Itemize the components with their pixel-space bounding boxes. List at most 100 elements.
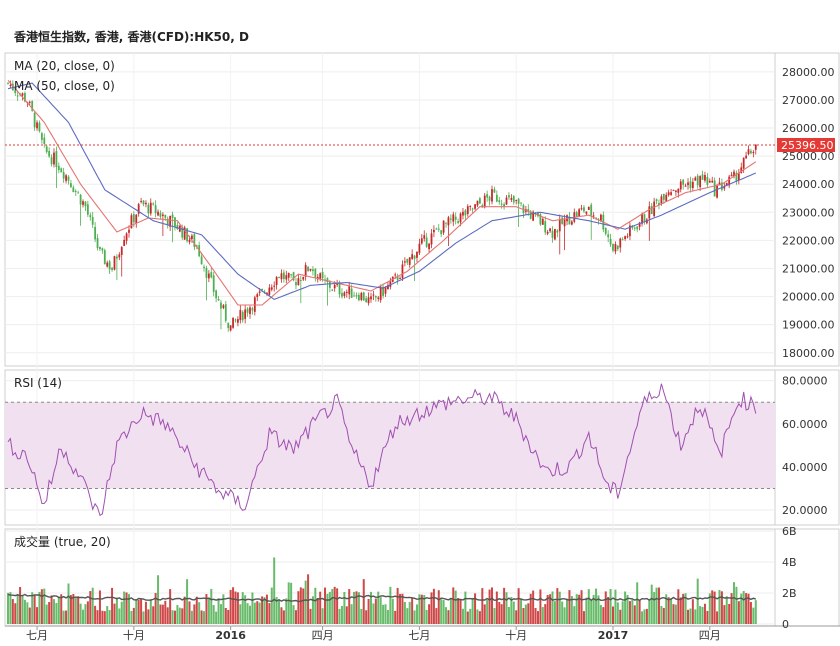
volume-bar: [720, 591, 723, 624]
candle-body: [229, 325, 232, 331]
candle-body: [249, 307, 251, 315]
volume-bar: [205, 594, 208, 624]
volume-tick-label: 0: [782, 618, 789, 631]
volume-bar: [517, 588, 520, 624]
volume-bar: [171, 610, 174, 624]
ma20-line: [7, 79, 757, 306]
candle-body: [215, 290, 218, 299]
volume-bar: [55, 602, 58, 624]
candle-body: [128, 229, 130, 233]
candle-body: [152, 203, 155, 205]
candle-body: [79, 194, 82, 205]
candle-body: [45, 146, 48, 152]
candle-body: [60, 168, 63, 173]
candle-body: [503, 204, 505, 207]
volume-bar: [217, 598, 220, 624]
volume-bar: [294, 610, 297, 624]
candle-body: [706, 176, 709, 185]
candle-body: [454, 216, 457, 220]
volume-bar: [79, 603, 82, 624]
candle-body: [723, 186, 726, 189]
volume-bar: [626, 594, 629, 624]
ma50-line: [7, 82, 757, 301]
volume-bar: [236, 592, 239, 624]
volume-bar: [161, 604, 164, 624]
volume-bar: [718, 589, 721, 624]
candle-body: [106, 262, 109, 267]
rsi-axis[interactable]: [774, 369, 840, 526]
candle-body: [84, 201, 87, 207]
volume-bar: [328, 591, 331, 624]
candle-body: [561, 217, 564, 225]
legend-volume[interactable]: 成交量 (true, 20): [14, 534, 111, 549]
candle-body: [711, 180, 714, 183]
volume-bar: [164, 600, 167, 624]
price-tick-label: 22000.00: [782, 234, 835, 247]
candle-body: [580, 208, 583, 210]
candle-body: [343, 292, 346, 296]
candle-body: [515, 199, 518, 201]
candle-body: [159, 213, 162, 217]
candle-body: [691, 181, 694, 188]
volume-bar: [365, 610, 368, 624]
rsi-line: [7, 383, 757, 517]
candle-body: [256, 294, 259, 298]
time-axis-label: 2017: [598, 629, 629, 642]
candle-body: [31, 101, 34, 111]
candle-body: [164, 214, 167, 218]
volume-bar: [98, 590, 101, 624]
volume-bar: [299, 587, 302, 624]
legend-ma50[interactable]: MA (50, close, 0): [14, 79, 115, 93]
volume-axis[interactable]: [774, 528, 840, 627]
volume-bar: [474, 593, 477, 624]
volume-bar: [394, 610, 397, 624]
volume-bar: [478, 611, 481, 624]
price-tick-label: 27000.00: [782, 94, 835, 107]
legend-ma20[interactable]: MA (20, close, 0): [14, 59, 115, 73]
volume-bar: [331, 588, 334, 624]
price-axis[interactable]: [774, 52, 840, 367]
legend-rsi[interactable]: RSI (14): [14, 376, 62, 390]
volume-bar: [319, 591, 322, 624]
volume-bar: [624, 591, 627, 624]
candle-body: [495, 194, 498, 202]
volume-bar: [445, 607, 448, 624]
candle-body: [619, 238, 622, 248]
candle-body: [418, 243, 421, 254]
candle-body: [735, 172, 738, 182]
volume-bar: [403, 601, 406, 624]
candle-body: [708, 180, 711, 183]
volume-bar: [183, 596, 186, 624]
volume-bar: [556, 588, 559, 624]
candle-body: [331, 289, 334, 291]
volume-bar: [268, 603, 271, 624]
volume-bar: [324, 587, 327, 624]
candle-body: [558, 219, 561, 232]
volume-bar: [534, 608, 537, 624]
volume-bar: [19, 587, 22, 624]
volume-bar: [561, 601, 564, 624]
volume-bar: [86, 601, 89, 624]
time-axis-label: 四月: [699, 629, 721, 642]
volume-bar: [91, 587, 94, 624]
candle-body: [302, 277, 305, 280]
time-axis-label: 七月: [26, 629, 48, 642]
volume-bar: [510, 597, 513, 624]
volume-bar: [384, 604, 387, 624]
candle-body: [181, 227, 184, 238]
candle-body: [675, 190, 677, 192]
candle-body: [358, 294, 360, 301]
volume-bar: [38, 591, 41, 624]
volume-bar: [713, 591, 716, 624]
volume-bar: [101, 610, 104, 624]
candle-body: [36, 122, 38, 129]
volume-bar: [33, 595, 36, 624]
volume-bar: [67, 583, 70, 624]
candle-body: [304, 264, 307, 277]
candle-body: [188, 239, 191, 243]
candle-body: [212, 275, 215, 292]
volume-bar: [585, 597, 588, 624]
candle-body: [694, 177, 697, 181]
candle-body: [578, 209, 581, 217]
